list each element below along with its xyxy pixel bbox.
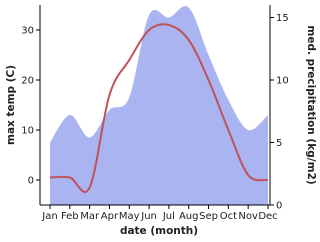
x-tick-label: Jun (140, 211, 157, 222)
y-tick-label: 0 (28, 176, 34, 187)
y-tick-label: 20 (21, 76, 34, 87)
precipitation-area (50, 5, 268, 206)
y-tick-label: 10 (21, 126, 34, 137)
x-tick-label: Sep (199, 211, 218, 222)
y2-tick-label: 10 (276, 76, 289, 87)
x-tick-label: Mar (80, 211, 100, 222)
y2-tick-label: 5 (276, 138, 282, 149)
y2-tick-label: 0 (276, 201, 282, 212)
x-tick-label: Aug (179, 211, 199, 222)
x-tick-label: Apr (101, 211, 119, 222)
x-tick-label: Nov (238, 211, 258, 222)
x-tick-label: Jan (41, 211, 57, 222)
temperature-line (49, 23, 269, 193)
y-tick-label: 30 (21, 26, 34, 37)
y2-tick-label: 15 (276, 13, 289, 24)
x-axis-title: date (month) (120, 225, 198, 237)
y-axis-title: max temp (C) (5, 65, 17, 145)
x-tick-label: Oct (220, 211, 237, 222)
x-tick-label: May (119, 211, 140, 222)
x-tick-label: Jul (162, 211, 175, 222)
x-tick-label: Dec (258, 211, 277, 222)
x-tick-label: Feb (61, 211, 79, 222)
y2-axis-title: med. precipitation (kg/m2) (305, 25, 317, 184)
